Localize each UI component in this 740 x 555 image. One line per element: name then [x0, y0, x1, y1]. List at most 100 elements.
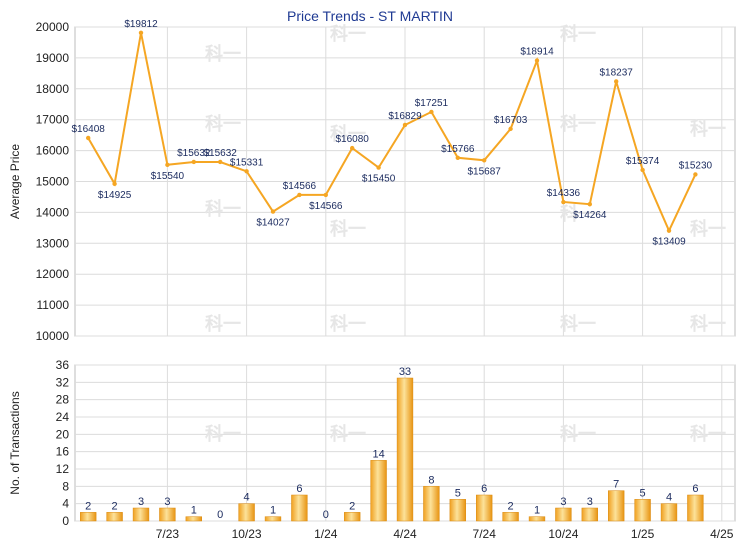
transaction-bar [502, 512, 519, 522]
price-point [587, 202, 592, 207]
price-point [402, 122, 408, 128]
y-tick-label: 17000 [36, 113, 70, 127]
price-data-label: $19812 [124, 19, 158, 30]
transaction-bar [423, 486, 440, 522]
watermark-text: 科一 [205, 198, 241, 219]
price-data-label: $15230 [679, 160, 713, 171]
price-point [508, 126, 513, 132]
line-y-axis-title: Average Price [8, 144, 22, 219]
transaction-bar [555, 507, 572, 522]
y-tick-label: 13000 [36, 236, 70, 250]
price-data-label: $15766 [441, 144, 475, 155]
x-tick-label: 4/25 [710, 527, 734, 541]
bar-value-label: 3 [560, 496, 566, 508]
price-point [86, 135, 91, 141]
price-line [87, 32, 697, 234]
bar-value-label: 8 [428, 474, 434, 486]
transaction-bar [528, 516, 546, 522]
price-data-label: $15450 [362, 174, 396, 185]
y-tick-label: 0 [62, 514, 69, 528]
transaction-bar [291, 494, 308, 522]
y-tick-label: 15000 [36, 175, 70, 189]
bar-value-label: 6 [481, 483, 487, 495]
price-point [429, 109, 434, 115]
watermark-text: 科一 [690, 423, 726, 444]
transaction-bar [106, 512, 123, 522]
price-point [482, 158, 487, 163]
watermark-text: 科一 [205, 423, 241, 444]
y-tick-label: 16 [56, 445, 70, 459]
y-tick-label: 12 [56, 462, 70, 476]
y-tick-label: 28 [56, 393, 70, 407]
bar-value-label: 3 [164, 496, 170, 508]
y-tick-label: 18000 [36, 82, 70, 96]
watermark-text: 科一 [690, 313, 726, 334]
transaction-bar [476, 494, 493, 522]
price-point [561, 199, 566, 205]
x-tick-label: 7/23 [156, 527, 180, 541]
price-point [455, 155, 460, 161]
price-data-label: $17251 [415, 98, 449, 109]
price-data-label: $16829 [388, 111, 422, 122]
y-tick-label: 4 [62, 497, 69, 511]
watermark-text: 科一 [560, 423, 596, 444]
price-point [218, 159, 223, 165]
price-data-label: $15374 [626, 156, 660, 167]
price-point [297, 192, 302, 198]
price-data-label: $15540 [151, 171, 185, 182]
line-chart-panel: 10000 11000 12000 13000 14000 15000 16000 17000… [8, 19, 736, 343]
price-point [323, 192, 328, 198]
bar-value-label: 5 [640, 487, 646, 499]
x-tick-label: 10/24 [548, 527, 578, 541]
x-tick-label: 7/24 [473, 527, 497, 541]
price-data-label: $13409 [652, 237, 686, 248]
x-tick-label: 1/25 [631, 527, 655, 541]
bar-value-label: 2 [112, 500, 118, 512]
transaction-bar [159, 507, 176, 522]
transaction-bar [238, 503, 255, 522]
price-data-label: $14336 [547, 188, 581, 199]
transaction-bar [687, 494, 704, 522]
price-point [376, 165, 381, 170]
chart-title: Price Trends - ST MARTIN [287, 8, 453, 24]
watermark-text: 科一 [690, 218, 726, 239]
bar-value-label: 3 [587, 496, 593, 508]
y-tick-label: 12000 [36, 267, 70, 281]
price-data-label: $18914 [520, 47, 554, 58]
watermark-text: 科一 [560, 203, 596, 224]
price-data-label: $14566 [283, 181, 317, 192]
x-tick-label: 4/24 [393, 527, 417, 541]
y-tick-label: 20000 [36, 20, 70, 34]
y-tick-label: 32 [56, 375, 70, 389]
price-point [666, 228, 672, 233]
watermark-text: 科一 [560, 23, 596, 44]
watermark-text: 科一 [560, 113, 596, 134]
transaction-bar [264, 516, 282, 522]
price-point [244, 169, 249, 174]
bar-value-label: 7 [613, 479, 619, 491]
bar-value-label: 6 [692, 483, 698, 495]
bar-value-label: 2 [85, 500, 91, 512]
price-point [270, 209, 276, 214]
bar-value-label: 4 [666, 492, 672, 504]
bar-y-axis-title: No. of Transactions [8, 391, 22, 494]
watermark-text: 科一 [560, 313, 596, 334]
y-tick-label: 36 [56, 358, 70, 372]
price-point [614, 79, 619, 84]
watermark-text: 科一 [205, 313, 241, 334]
price-point [165, 162, 170, 168]
bar-value-label: 6 [296, 483, 302, 495]
x-tick-label: 10/23 [232, 527, 262, 541]
y-tick-label: 14000 [36, 205, 70, 219]
transaction-bar [634, 499, 651, 522]
price-data-label: $14264 [573, 210, 607, 221]
watermark-text: 科一 [330, 218, 366, 239]
bar-value-label: 1 [191, 505, 197, 517]
bar-value-label: 2 [349, 500, 355, 512]
price-data-label: $14566 [309, 201, 343, 212]
price-data-label: $16703 [494, 115, 528, 126]
bar-value-label: 4 [244, 492, 250, 504]
price-point [693, 172, 698, 177]
price-data-label: $14925 [98, 190, 132, 201]
